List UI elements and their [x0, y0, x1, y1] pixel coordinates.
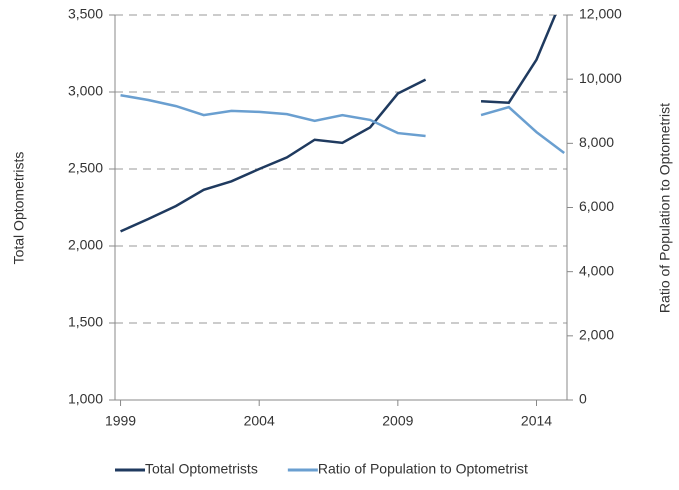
y2-tick-label: 6,000: [579, 198, 614, 214]
y2-axis-label: Ratio of Population to Optometrist: [657, 103, 673, 313]
y-tick-label: 2,000: [68, 237, 103, 253]
plot-area: [120, 15, 565, 233]
y-axis-label: Total Optometrists: [11, 152, 27, 265]
legend-label: Ratio of Population to Optometrist: [318, 461, 528, 477]
y-tick-label: 3,500: [68, 6, 103, 22]
y2-tick-label: 4,000: [579, 262, 614, 278]
y2-tick-label: 12,000: [579, 6, 622, 22]
y-tick-label: 1,500: [68, 314, 103, 330]
series-line: [120, 93, 565, 154]
y-tick-label: 1,000: [68, 391, 103, 407]
x-tick-label: 2014: [521, 413, 552, 429]
y-tick-label: 3,000: [68, 83, 103, 99]
y2-tick-label: 0: [579, 391, 587, 407]
x-tick-label: 1999: [105, 413, 136, 429]
x-tick-label: 2009: [382, 413, 413, 429]
y2-tick-label: 8,000: [579, 134, 614, 150]
legend-label: Total Optometrists: [145, 461, 258, 477]
x-tick-label: 2004: [244, 413, 275, 429]
y2-tick-label: 2,000: [579, 327, 614, 343]
y2-tick-label: 10,000: [579, 70, 622, 86]
y-tick-label: 2,500: [68, 160, 103, 176]
